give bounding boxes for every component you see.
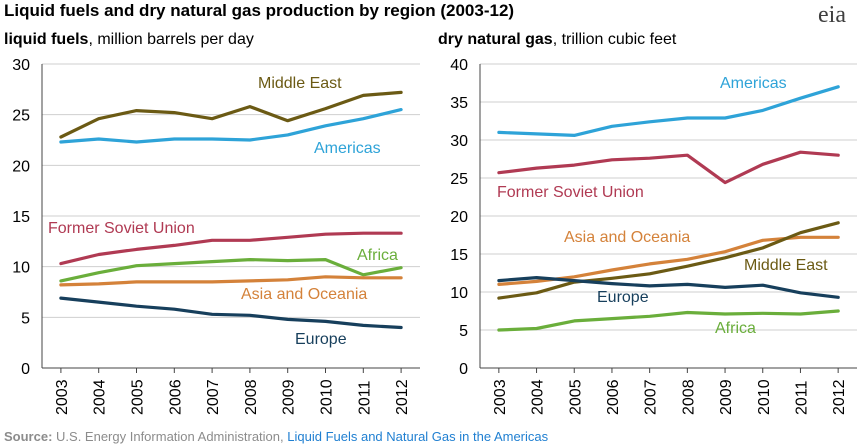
gas-y-tick-label: 25 [450, 171, 468, 188]
liquid-y-tick-label: 10 [12, 260, 30, 277]
gas-label-europe: Europe [597, 289, 649, 306]
gas-series-former-soviet-union [497, 150, 840, 185]
gas-x-tick-label: 2006 [605, 379, 622, 415]
gas-y-tick-label: 0 [459, 361, 468, 378]
liquid-x-tick-label: 2003 [54, 379, 71, 415]
gas-x-tick-label: 2004 [530, 379, 547, 415]
gas-series-americas [497, 85, 840, 137]
liquid-x-tick-label: 2011 [356, 380, 373, 415]
gas-y-tick-label: 40 [450, 57, 468, 74]
gas-y-tick-label: 30 [450, 133, 468, 150]
gas-y-tick-label: 35 [450, 95, 468, 112]
liquid-y-tick-label: 30 [12, 57, 30, 74]
gas-x-tick-label: 2005 [567, 379, 584, 415]
liquid-x-tick-label: 2006 [167, 379, 184, 415]
gas-y-tick-label: 5 [459, 323, 468, 340]
liquid-x-tick-label: 2012 [394, 379, 411, 415]
liquid-series-europe [59, 296, 403, 330]
liquid-x-tick-label: 2004 [92, 379, 109, 415]
liquid-y-tick-label: 20 [12, 158, 30, 175]
gas-series-europe [497, 276, 840, 299]
liquid-x-tick-label: 2009 [281, 379, 298, 415]
gas-series-africa [497, 309, 840, 332]
liquid-x-tick-label: 2007 [205, 379, 222, 415]
source-text: U.S. Energy Information Administration, [56, 429, 284, 444]
gas-label-middle-east: Middle East [744, 257, 828, 274]
gas-x-tick-label: 2007 [643, 379, 660, 415]
right-subtitle-rest: , trillion cubic feet [552, 31, 677, 48]
gas-series-asia-and-oceania [497, 235, 840, 286]
liquid-x-tick-label: 2005 [130, 379, 147, 415]
source-note: Source: U.S. Energy Information Administ… [4, 429, 548, 444]
gas-x-tick-label: 2009 [718, 379, 735, 415]
liquid-y-tick-label: 5 [21, 310, 30, 327]
liquid-series-asia-and-oceania [59, 275, 403, 287]
gas-x-tick-label: 2010 [756, 379, 773, 415]
gas-y-tick-label: 10 [450, 285, 468, 302]
left-chart-subtitle: liquid fuels, million barrels per day [4, 31, 254, 49]
eia-logo: eia [818, 2, 846, 28]
liquid-y-tick-label: 25 [12, 108, 30, 125]
source-link[interactable]: Liquid Fuels and Natural Gas in the Amer… [287, 429, 549, 444]
liquid-label-former-soviet-union: Former Soviet Union [48, 220, 195, 237]
gas-y-tick-label: 15 [450, 247, 468, 264]
liquid-y-tick-label: 0 [21, 361, 30, 378]
gas-label-africa: Africa [715, 320, 756, 337]
liquid-label-europe: Europe [295, 331, 347, 348]
right-subtitle-bold: dry natural gas [438, 31, 553, 48]
right-chart-subtitle: dry natural gas, trillion cubic feet [438, 31, 676, 49]
left-subtitle-rest: , million barrels per day [88, 31, 254, 48]
gas-x-tick-label: 2012 [831, 379, 848, 415]
gas-label-americas: Americas [720, 75, 787, 92]
chart-title: Liquid fuels and dry natural gas product… [4, 1, 515, 20]
liquid-x-tick-label: 2008 [243, 379, 260, 415]
gas-label-asia-and-oceania: Asia and Oceania [564, 229, 690, 246]
liquid-label-middle-east: Middle East [258, 75, 342, 92]
liquid-label-asia-and-oceania: Asia and Oceania [241, 286, 367, 303]
liquid-series-africa [59, 258, 403, 283]
liquid-series-americas [59, 107, 403, 144]
gas-series-middle-east [497, 221, 840, 300]
gas-x-tick-label: 2003 [492, 379, 509, 415]
gas-y-tick-label: 20 [450, 209, 468, 226]
left-subtitle-bold: liquid fuels [4, 31, 89, 48]
liquid-label-africa: Africa [357, 247, 398, 264]
liquid-y-tick-label: 15 [12, 209, 30, 226]
liquid-series-middle-east [59, 90, 403, 139]
gas-x-tick-label: 2008 [680, 379, 697, 415]
gas-label-former-soviet-union: Former Soviet Union [497, 184, 644, 201]
liquid-series-former-soviet-union [59, 231, 403, 266]
gas-x-tick-label: 2011 [793, 380, 810, 415]
source-label: Source: [4, 429, 53, 444]
liquid-x-tick-label: 2010 [319, 379, 336, 415]
liquid-label-americas: Americas [314, 140, 381, 157]
